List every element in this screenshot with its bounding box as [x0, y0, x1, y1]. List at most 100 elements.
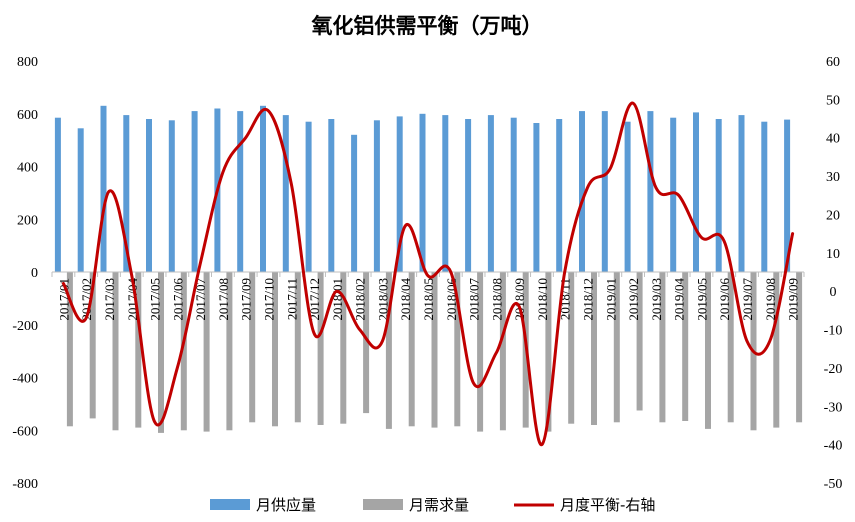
supply-bar [784, 119, 791, 272]
x-axis-ticks: 2017/01 2017/02 2017/03 2017/04 2017/05 2017/… [56, 278, 800, 321]
supply-bar [77, 128, 84, 272]
x-tick-label: 2019/06 [717, 278, 732, 321]
right-tick-label: 10 [826, 247, 840, 262]
demand-bar [385, 272, 392, 429]
left-tick-label: 400 [17, 161, 38, 176]
x-tick-label: 2019/01 [603, 278, 618, 321]
x-tick-label: 2018/07 [467, 278, 482, 321]
demand-bar [454, 272, 461, 427]
supply-bar [601, 111, 608, 272]
supply-bar [465, 119, 472, 272]
demand-bar [340, 272, 347, 424]
demand-bar [112, 272, 119, 431]
x-tick-label: 2018/08 [489, 278, 504, 321]
supply-bar [396, 116, 403, 273]
demand-bar [66, 272, 73, 427]
right-tick-label: -20 [824, 362, 843, 377]
x-tick-label: 2018/04 [398, 278, 413, 321]
supply-bar [260, 105, 266, 272]
supply-bar [328, 119, 335, 272]
supply-bar [556, 119, 563, 272]
supply-bar [738, 115, 745, 272]
supply-bar [146, 119, 152, 272]
demand-bar [249, 272, 256, 423]
demand-bar [545, 272, 552, 432]
right-tick-label: -50 [824, 477, 843, 492]
x-tick-label: 2019/07 [740, 278, 755, 321]
x-tick-label: 2017/07 [193, 278, 208, 321]
supply-bar [442, 115, 449, 272]
demand-bar [591, 272, 597, 425]
supply-bar [647, 111, 654, 272]
left-axis-ticks: -800 -600 -400 -200 0 200 400 600 800 [12, 55, 38, 492]
supply-bar [761, 121, 768, 272]
supply-bar [715, 119, 722, 272]
demand-bar [408, 272, 415, 427]
legend-swatch-supply [210, 499, 250, 510]
x-tick-label: 2017/09 [239, 278, 254, 321]
demand-bar [727, 272, 734, 423]
x-tick-label: 2019/09 [786, 278, 801, 321]
demand-bar [705, 272, 711, 429]
demand-bar [180, 272, 187, 431]
supply-bar [100, 105, 107, 272]
demand-bar [477, 272, 484, 432]
x-tick-label: 2018/02 [353, 278, 368, 321]
legend-swatch-demand [363, 499, 403, 510]
supply-bar [351, 134, 358, 272]
demand-bar [89, 272, 96, 419]
x-tick-label: 2017/03 [102, 278, 117, 321]
left-tick-label: -600 [12, 424, 38, 439]
demand-bar [272, 272, 278, 427]
right-tick-label: 50 [826, 93, 840, 108]
supply-bar [670, 117, 677, 272]
supply-bar [305, 121, 312, 272]
demand-bar [636, 272, 643, 411]
balance-line [61, 101, 795, 447]
left-tick-label: 800 [17, 55, 38, 70]
demand-bar [682, 272, 689, 421]
right-tick-label: 20 [826, 209, 840, 224]
x-tick-label: 2019/04 [672, 278, 687, 321]
supply-bar [282, 115, 289, 272]
x-tick-label: 2017/06 [170, 278, 185, 321]
legend-label-supply: 月供应量 [256, 496, 316, 514]
supply-bar [123, 115, 130, 272]
x-tick-label: 2017/02 [79, 278, 94, 321]
balance-line-layer [61, 101, 795, 447]
x-tick-label: 2018/09 [512, 278, 527, 321]
supply-bar [54, 117, 61, 272]
demand-bar [294, 272, 301, 423]
x-tick-label: 2019/08 [763, 278, 778, 321]
demand-bar [317, 272, 324, 425]
left-tick-label: 600 [17, 108, 38, 123]
x-tick-label: 2017/11 [284, 278, 299, 320]
right-tick-label: -40 [824, 439, 843, 454]
supply-bar [510, 117, 517, 272]
x-tick-label: 2018/12 [581, 278, 596, 321]
x-tick-label: 2018/10 [535, 278, 550, 321]
right-tick-label: -10 [824, 324, 843, 339]
legend-label-balance: 月度平衡-右轴 [560, 496, 655, 514]
supply-bar [191, 111, 198, 272]
demand-bar [158, 272, 164, 433]
supply-bar [168, 120, 175, 272]
legend: 月供应量 月需求量 月度平衡-右轴 [210, 496, 655, 514]
supply-bar [419, 113, 426, 273]
x-tick-label: 2019/05 [695, 278, 710, 321]
x-tick-label: 2019/03 [649, 278, 664, 321]
x-tick-label: 2017/10 [262, 278, 277, 321]
demand-bar [431, 272, 438, 428]
demand-bar [659, 272, 666, 423]
chart-title: 氧化铝供需平衡（万吨） [312, 14, 543, 38]
right-tick-label: 30 [826, 170, 840, 185]
x-tick-label: 2017/08 [216, 278, 231, 321]
left-tick-label: -400 [12, 372, 38, 387]
demand-bar [613, 272, 620, 423]
left-tick-label: -800 [12, 477, 38, 492]
supply-bar [579, 111, 585, 272]
x-tick-label: 2019/02 [626, 278, 641, 321]
x-tick-label: 2018/05 [421, 278, 436, 321]
supply-bar [624, 121, 631, 272]
